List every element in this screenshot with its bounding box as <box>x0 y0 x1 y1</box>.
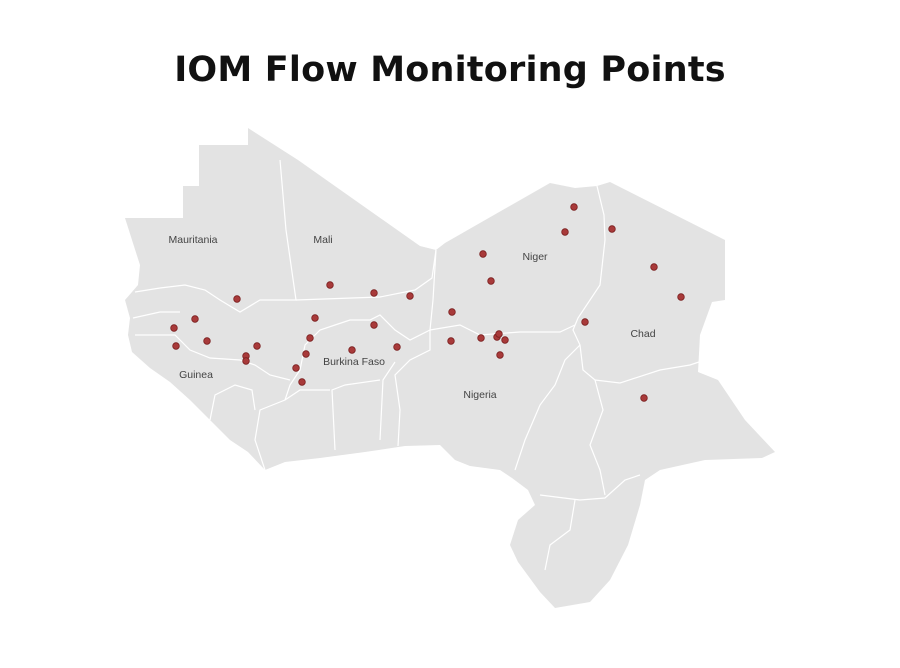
label-chad: Chad <box>630 328 655 340</box>
monitoring-point-marker[interactable] <box>581 318 589 326</box>
monitoring-point-marker[interactable] <box>477 334 485 342</box>
monitoring-point-marker[interactable] <box>561 228 569 236</box>
monitoring-point-marker[interactable] <box>326 281 334 289</box>
land-mass <box>125 128 775 608</box>
country-labels: Mauritania Mali Niger Chad Guinea Burkin… <box>168 234 655 401</box>
monitoring-point-marker[interactable] <box>311 314 319 322</box>
monitoring-point-marker[interactable] <box>302 350 310 358</box>
monitoring-point-marker[interactable] <box>203 337 211 345</box>
monitoring-point-marker[interactable] <box>370 321 378 329</box>
country-borders <box>132 159 706 571</box>
monitoring-point-marker[interactable] <box>306 334 314 342</box>
label-nigeria: Nigeria <box>463 389 496 401</box>
label-burkina-faso: Burkina Faso <box>323 356 385 368</box>
label-niger: Niger <box>522 251 548 263</box>
monitoring-point-marker[interactable] <box>495 330 503 338</box>
label-mauritania: Mauritania <box>168 234 217 246</box>
monitoring-point-marker[interactable] <box>253 342 261 350</box>
monitoring-point-marker[interactable] <box>242 357 250 365</box>
monitoring-point-marker[interactable] <box>608 225 616 233</box>
monitoring-point-marker[interactable] <box>191 315 199 323</box>
monitoring-point-marker[interactable] <box>170 324 178 332</box>
monitoring-point-marker[interactable] <box>298 378 306 386</box>
monitoring-point-marker[interactable] <box>393 343 401 351</box>
monitoring-point-marker[interactable] <box>501 336 509 344</box>
monitoring-point-marker[interactable] <box>448 308 456 316</box>
monitoring-point-marker[interactable] <box>406 292 414 300</box>
monitoring-point-marker[interactable] <box>172 342 180 350</box>
label-mali: Mali <box>313 234 332 246</box>
monitoring-point-marker[interactable] <box>447 337 455 345</box>
monitoring-point-marker[interactable] <box>348 346 356 354</box>
monitoring-point-marker[interactable] <box>570 203 578 211</box>
monitoring-point-marker[interactable] <box>292 364 300 372</box>
map-title: IOM Flow Monitoring Points <box>174 50 726 90</box>
monitoring-point-marker[interactable] <box>370 289 378 297</box>
monitoring-point-marker[interactable] <box>479 250 487 258</box>
monitoring-point-marker[interactable] <box>650 263 658 271</box>
monitoring-point-marker[interactable] <box>496 351 504 359</box>
label-guinea: Guinea <box>179 369 213 381</box>
monitoring-points <box>170 203 685 402</box>
monitoring-point-marker[interactable] <box>640 394 648 402</box>
monitoring-point-marker[interactable] <box>233 295 241 303</box>
monitoring-point-marker[interactable] <box>487 277 495 285</box>
monitoring-point-marker[interactable] <box>677 293 685 301</box>
